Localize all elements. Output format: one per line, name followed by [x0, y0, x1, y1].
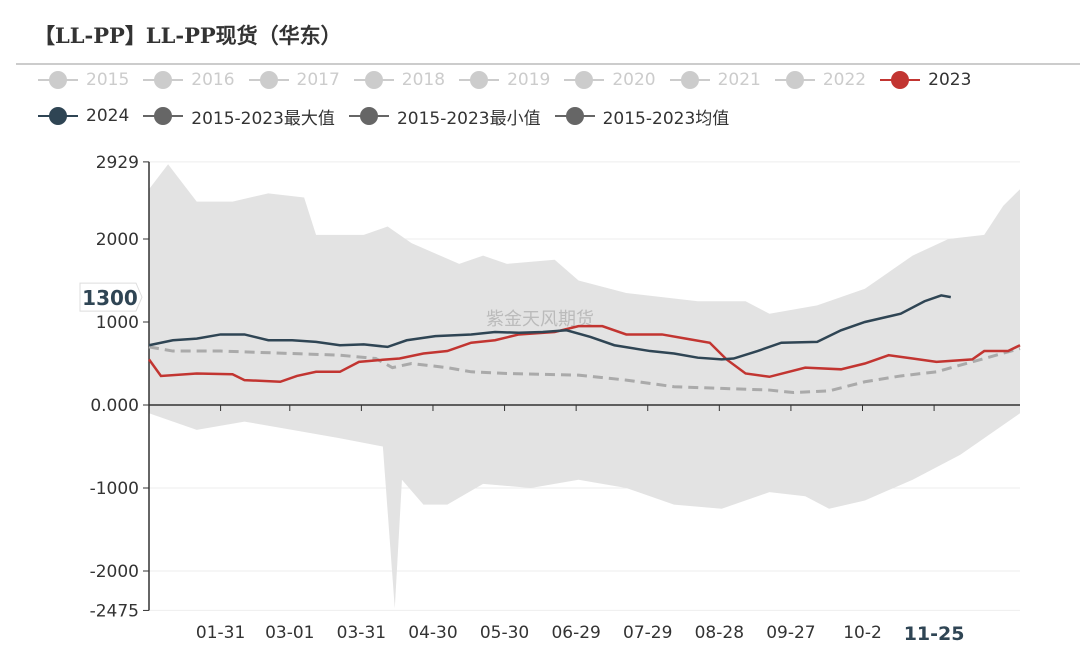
legend-item[interactable]: 2017 — [248, 68, 340, 92]
legend-marker-icon — [143, 106, 184, 126]
legend-label: 2020 — [612, 70, 656, 90]
legend-label: 2018 — [401, 70, 446, 90]
legend-item[interactable]: 2022 — [774, 68, 867, 92]
legend-item[interactable]: 2016 — [143, 68, 235, 92]
x-tick-label: 09-27 — [766, 623, 815, 643]
x-tick-label: 07-29 — [623, 623, 672, 643]
legend-marker-icon — [38, 106, 78, 126]
title-divider — [16, 63, 1080, 65]
series-line-2024 — [148, 294, 952, 361]
legend-item[interactable]: 2019 — [459, 68, 550, 92]
x-tick-label: 03-31 — [337, 623, 386, 643]
legend-marker-icon — [554, 106, 595, 126]
legend-label: 2015-2023均值 — [602, 108, 730, 129]
legend-item[interactable]: 2023 — [880, 68, 971, 92]
y-tick-label: -1000 — [90, 479, 139, 499]
legend-marker-icon — [669, 70, 710, 90]
legend-marker-icon — [248, 70, 289, 90]
x-tick-label: 03-01 — [265, 623, 314, 643]
x-tick-label: 01-31 — [196, 623, 245, 643]
legend-item[interactable]: 2015-2023均值 — [554, 104, 730, 129]
y-tick-label: -2000 — [90, 562, 139, 582]
y-tick-label: 0.000 — [90, 396, 139, 416]
legend: 2015 2016 2017 2018 2019 2020 2021 2022 2023 2024… — [38, 68, 1048, 140]
legend-item[interactable]: 2020 — [564, 68, 656, 92]
legend-marker-icon — [143, 70, 184, 90]
chart-title: 【LL-PP】LL-PP现货（华东） — [34, 23, 342, 48]
x-highlight-label: 11-25 — [904, 623, 965, 645]
legend-marker-icon — [459, 70, 500, 90]
legend-label: 2024 — [86, 106, 130, 126]
legend-label: 2022 — [822, 70, 867, 90]
y-tick-label: 2000 — [96, 230, 139, 250]
legend-marker-icon — [774, 70, 815, 90]
legend-marker-icon — [38, 70, 78, 90]
series-line-2023 — [147, 324, 1021, 384]
legend-marker-icon — [564, 70, 605, 90]
x-tick-label: 08-28 — [695, 623, 744, 643]
y-tick-label: -2475 — [90, 601, 139, 621]
legend-label: 2015-2023最大值 — [191, 108, 335, 129]
x-tick-label: 06-29 — [551, 623, 600, 643]
x-tick-label: 04-30 — [408, 623, 457, 643]
legend-marker-icon — [353, 70, 394, 90]
legend-label: 2021 — [717, 70, 761, 90]
legend-label: 2016 — [191, 70, 235, 90]
legend-marker-icon — [880, 70, 921, 90]
legend-label: 2023 — [928, 70, 972, 90]
y-tick-label: 1000 — [96, 313, 139, 333]
watermark: 紫金天风期货 — [486, 309, 594, 330]
legend-item[interactable]: 2024 — [38, 104, 129, 128]
min-max-band — [149, 164, 1020, 609]
legend-label: 2015-2023最小值 — [396, 108, 541, 129]
legend-item[interactable]: 2018 — [353, 68, 446, 92]
y-tick-label: 2929 — [96, 153, 139, 173]
series-line-2015-2023均值 — [148, 345, 1021, 395]
legend-item[interactable]: 2021 — [669, 68, 761, 92]
legend-item[interactable]: 2015 — [38, 68, 129, 92]
y-highlight-label: 1300 — [82, 286, 138, 310]
legend-label: 2017 — [296, 70, 340, 90]
legend-item[interactable]: 2015-2023最大值 — [143, 104, 335, 129]
x-tick-label: 05-30 — [480, 623, 529, 643]
x-highlight-bg — [894, 618, 975, 646]
legend-marker-icon — [348, 106, 389, 126]
x-tick-label: 10-2 — [843, 623, 882, 643]
y-highlight-bg — [79, 282, 143, 312]
legend-label: 2019 — [507, 70, 551, 90]
legend-label: 2015 — [86, 70, 130, 90]
legend-item[interactable]: 2015-2023最小值 — [348, 104, 541, 129]
